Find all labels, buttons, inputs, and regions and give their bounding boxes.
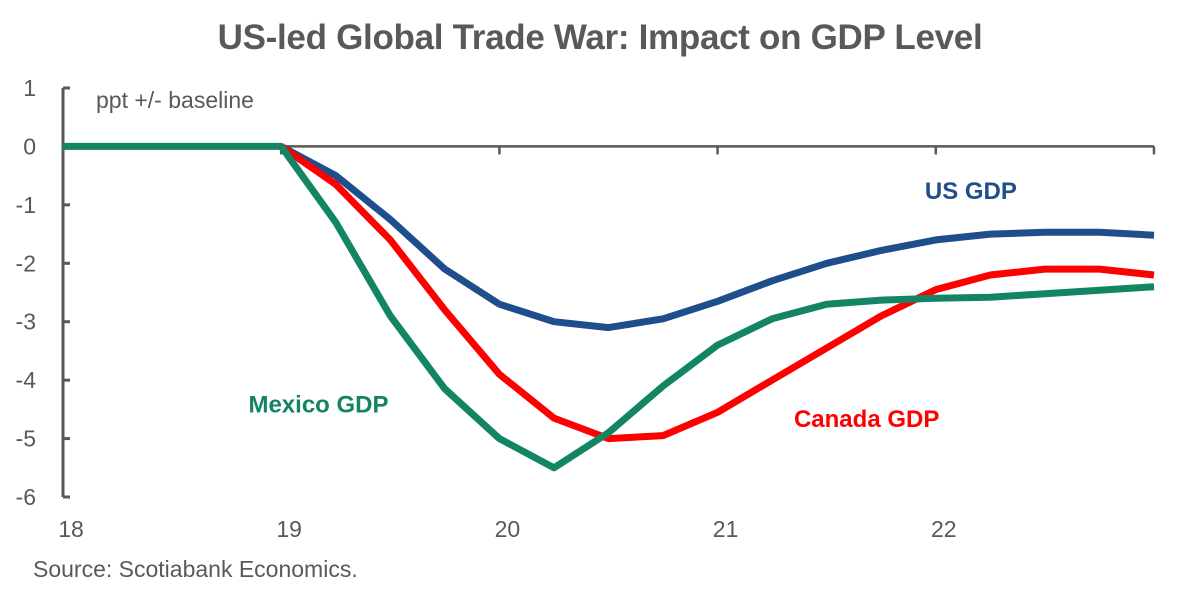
mexico-gdp-line xyxy=(63,142,1155,472)
y-axis-unit-label: ppt +/- baseline xyxy=(96,87,254,113)
source-note: Source: Scotiabank Economics. xyxy=(33,556,358,582)
y-tick-label: -4 xyxy=(16,367,37,393)
y-tick-label: -6 xyxy=(16,484,36,510)
y-tick-label: 1 xyxy=(23,75,36,101)
series-lines xyxy=(63,142,1155,472)
x-tick-label: 19 xyxy=(276,516,302,542)
us-gdp-label: US GDP xyxy=(925,178,1017,205)
us-gdp-line xyxy=(279,143,1155,332)
y-tick-label: -1 xyxy=(16,192,36,218)
mexico-gdp-label: Mexico GDP xyxy=(248,391,388,418)
y-tick-label: -2 xyxy=(16,250,36,276)
canada-gdp-label: Canada GDP xyxy=(794,406,939,433)
x-tick-label: 20 xyxy=(495,516,521,542)
axes: 1 0 -1 -2 -3 -4 -5 -6 18 19 20 21 22 xyxy=(16,75,1156,542)
canada-gdp-line xyxy=(279,143,1155,443)
chart-title: US-led Global Trade War: Impact on GDP L… xyxy=(217,18,983,57)
x-tick-label: 18 xyxy=(58,516,84,542)
x-tick-label: 22 xyxy=(931,516,957,542)
series-labels: US GDP Canada GDP Mexico GDP xyxy=(248,178,1016,433)
y-tick-label: -3 xyxy=(16,309,36,335)
x-tick-label: 21 xyxy=(713,516,739,542)
y-tick-label: 0 xyxy=(23,133,36,159)
y-tick-label: -5 xyxy=(16,426,36,452)
